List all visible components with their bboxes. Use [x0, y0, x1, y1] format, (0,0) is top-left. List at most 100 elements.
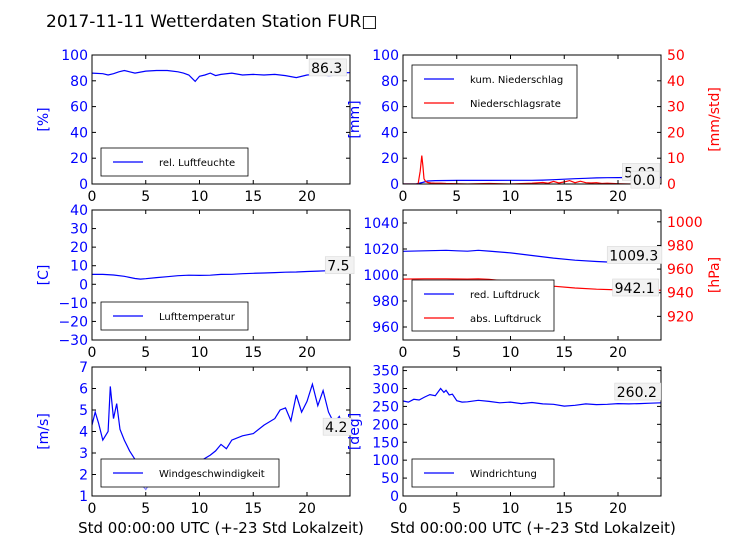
series-line-p2-1: [403, 155, 661, 184]
x-tick-label: 0: [399, 189, 408, 205]
y-tick-label: 200: [372, 417, 399, 433]
x-tick-label: 0: [88, 189, 97, 205]
axes-frame: [91, 209, 351, 341]
x-tick-label: 15: [555, 501, 573, 517]
x-tick-label: 5: [452, 189, 461, 205]
y2-tick-label: 1000: [667, 215, 703, 231]
y2-tick-label: 30: [667, 100, 685, 116]
axes-frame: [402, 54, 662, 185]
panel-p4: 0 5 10 15 20 960 980 1000 1020 1040 920 940 960 980 10…: [363, 209, 723, 361]
y-tick-label: 30: [70, 222, 88, 238]
axes-frame: [402, 366, 662, 497]
x-tick-label: 0: [399, 345, 408, 361]
x-tick-label: 10: [502, 501, 520, 517]
x-tick-label: 5: [141, 501, 150, 517]
y-tick-label: 6: [79, 382, 88, 398]
y-tick-label: 50: [381, 471, 399, 487]
x-tick-label: 5: [452, 501, 461, 517]
y-tick-label: 0: [79, 177, 88, 193]
last-value-box: [612, 278, 659, 297]
y2-axis-label: [hPa]: [707, 257, 723, 293]
x-tick-label: 10: [191, 189, 209, 205]
last-value-box: [308, 58, 347, 77]
last-value-label: 1009.3: [609, 249, 658, 265]
legend-label: rel. Luftfeuchte: [159, 158, 235, 169]
panel-p5: 0 5 10 15 20 1 2 3 4 5 6 7 [m/s] Windgeschwindigkeit 4…: [36, 360, 353, 517]
legend-label: Windgeschwindigkeit: [159, 469, 265, 480]
legend-label: red. Luftdruck: [470, 290, 540, 301]
x-tick-label: 15: [555, 189, 573, 205]
y2-tick-label: 920: [667, 309, 694, 325]
y-tick-label: 100: [372, 453, 399, 469]
axes-frame: [91, 54, 351, 185]
y-tick-label: 80: [381, 74, 399, 90]
y-tick-label: 100: [372, 48, 399, 64]
y-tick-label: 1020: [363, 242, 399, 258]
y-tick-label: 20: [70, 151, 88, 167]
panel-p2: 0 5 10 15 20 0 20 40 60 80 100 0 10 20 30 40 50 [mm] [mm/s…: [347, 48, 723, 205]
y-tick-label: −10: [58, 296, 88, 312]
y2-tick-label: 40: [667, 74, 685, 90]
x-tick-label: 20: [298, 501, 316, 517]
legend-label: Lufttemperatur: [159, 312, 236, 323]
x-tick-label: 5: [141, 345, 150, 361]
y-tick-label: 4: [79, 425, 88, 441]
series-line-p1-0: [92, 69, 350, 83]
y-tick-label: 1040: [363, 216, 399, 232]
legend-box: [411, 64, 578, 119]
last-value-label: 86.3: [311, 61, 342, 77]
x-tick-label: 20: [609, 501, 627, 517]
x-tick-label: 5: [452, 345, 461, 361]
x-tick-label: 20: [298, 189, 316, 205]
y2-tick-label: 0: [667, 177, 676, 193]
last-value-box: [630, 170, 661, 189]
y-tick-label: −20: [58, 314, 88, 330]
series-line-p6-0: [403, 387, 661, 407]
y-tick-label: 150: [372, 435, 399, 451]
y-axis-label: [deg]: [347, 413, 363, 450]
y-tick-label: 0: [79, 277, 88, 293]
x-axis-label-left: Std 00:00:00 UTC (+-23 Std Lokalzeit): [78, 519, 364, 537]
x-tick-label: 0: [399, 501, 408, 517]
x-tick-label: 10: [191, 501, 209, 517]
x-tick-label: 0: [88, 345, 97, 361]
y2-tick-label: 940: [667, 286, 694, 302]
legend-label: Niederschlagsrate: [470, 99, 561, 110]
y-tick-label: 60: [70, 100, 88, 116]
y-tick-label: −30: [58, 333, 88, 349]
last-value-label: 4.2: [325, 420, 347, 436]
legend-label: Windrichtung: [470, 469, 537, 480]
y-tick-label: 300: [372, 382, 399, 398]
y-axis-label: [%]: [36, 107, 52, 131]
y-tick-label: 3: [79, 446, 88, 462]
y2-tick-label: 980: [667, 238, 694, 254]
y-tick-label: 5: [79, 403, 88, 419]
y-axis-label: [mm]: [347, 100, 363, 138]
y-tick-label: 10: [70, 259, 88, 275]
x-tick-label: 15: [244, 189, 262, 205]
y-tick-label: 40: [70, 125, 88, 141]
y-tick-label: 960: [372, 320, 399, 336]
last-value-label: 7.5: [327, 259, 349, 275]
y-axis-label: [C]: [36, 265, 52, 286]
y-tick-label: 20: [381, 151, 399, 167]
y2-tick-label: 20: [667, 125, 685, 141]
y-tick-label: 980: [372, 294, 399, 310]
y-tick-label: 0: [390, 489, 399, 505]
y2-axis-label: [mm/std]: [707, 87, 723, 152]
x-tick-label: 15: [244, 345, 262, 361]
last-value-box: [606, 246, 663, 264]
x-tick-label: 15: [244, 501, 262, 517]
x-tick-label: 20: [609, 345, 627, 361]
y-axis-label: [m/s]: [36, 413, 52, 450]
y-tick-label: 1000: [363, 268, 399, 284]
y-tick-label: 1: [79, 489, 88, 505]
x-tick-label: 10: [502, 189, 520, 205]
x-tick-label: 10: [191, 345, 209, 361]
panel-p1: 0 5 10 15 20 0 20 40 60 80 100 [%] rel. Luftfeuchte 8…: [36, 48, 351, 205]
y-tick-label: 40: [70, 203, 88, 219]
y-tick-label: 0: [390, 177, 399, 193]
y2-tick-label: 50: [667, 48, 685, 64]
